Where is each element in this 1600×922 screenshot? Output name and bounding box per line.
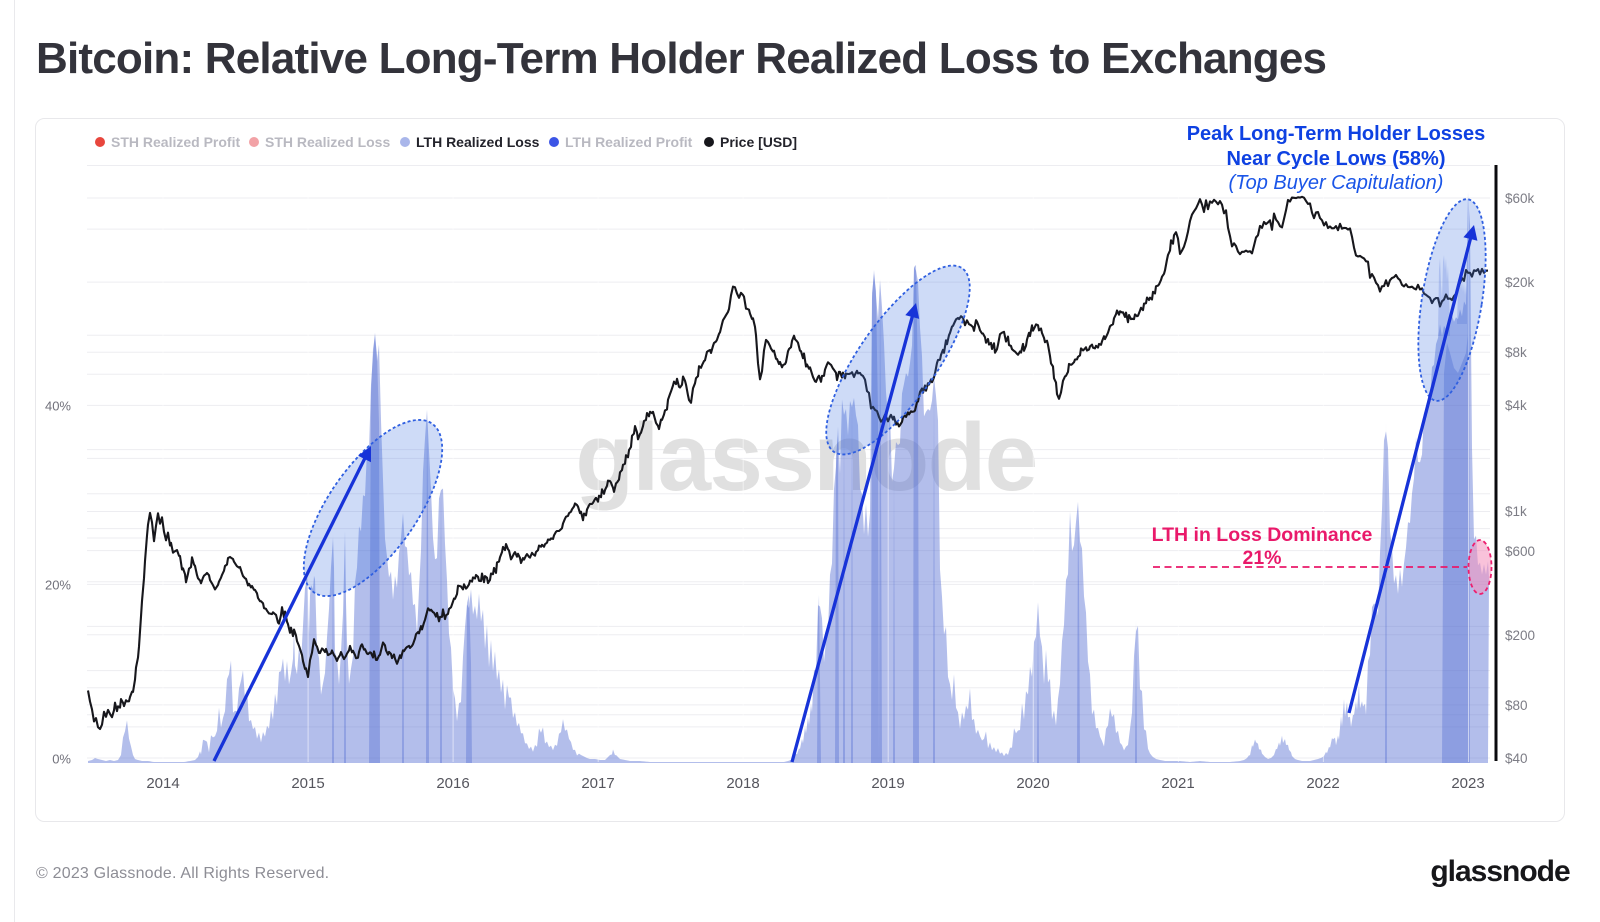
svg-text:20%: 20% (45, 578, 71, 593)
svg-text:glassnode: glassnode (1430, 855, 1570, 888)
svg-text:$40: $40 (1505, 751, 1528, 766)
svg-text:STH Realized Loss: STH Realized Loss (265, 134, 390, 150)
svg-text:LTH in Loss Dominance: LTH in Loss Dominance (1152, 524, 1373, 546)
svg-text:40%: 40% (45, 399, 71, 414)
svg-text:© 2023 Glassnode. All Rights R: © 2023 Glassnode. All Rights Reserved. (36, 865, 329, 882)
svg-text:$600: $600 (1505, 544, 1535, 559)
svg-text:$8k: $8k (1505, 345, 1527, 360)
svg-text:2019: 2019 (871, 775, 904, 792)
svg-text:LTH Realized Loss: LTH Realized Loss (416, 134, 540, 150)
svg-text:(Top Buyer Capitulation): (Top Buyer Capitulation) (1229, 172, 1444, 194)
svg-text:2020: 2020 (1016, 775, 1049, 792)
svg-text:LTH Realized Profit: LTH Realized Profit (565, 134, 693, 150)
svg-text:Near Cycle Lows (58%): Near Cycle Lows (58%) (1227, 148, 1446, 170)
svg-text:2017: 2017 (581, 775, 614, 792)
svg-text:$80: $80 (1505, 698, 1528, 713)
svg-text:$20k: $20k (1505, 275, 1535, 290)
svg-text:$1k: $1k (1505, 504, 1527, 519)
svg-text:0%: 0% (52, 752, 71, 767)
svg-text:Peak Long-Term Holder Losses: Peak Long-Term Holder Losses (1187, 123, 1486, 145)
svg-text:2023: 2023 (1451, 775, 1484, 792)
svg-text:glassnode: glassnode (575, 404, 1036, 511)
svg-text:2015: 2015 (291, 775, 324, 792)
svg-text:2016: 2016 (436, 775, 469, 792)
svg-text:$60k: $60k (1505, 191, 1535, 206)
svg-text:STH Realized Profit: STH Realized Profit (111, 134, 240, 150)
svg-text:21%: 21% (1242, 547, 1281, 569)
svg-text:2021: 2021 (1161, 775, 1194, 792)
svg-text:2014: 2014 (146, 775, 179, 792)
svg-text:2018: 2018 (726, 775, 759, 792)
svg-text:Bitcoin: Relative Long-Term Ho: Bitcoin: Relative Long-Term Holder Reali… (36, 34, 1326, 83)
svg-text:2022: 2022 (1306, 775, 1339, 792)
svg-text:$200: $200 (1505, 628, 1535, 643)
svg-text:$4k: $4k (1505, 398, 1527, 413)
svg-text:Price [USD]: Price [USD] (720, 134, 797, 150)
